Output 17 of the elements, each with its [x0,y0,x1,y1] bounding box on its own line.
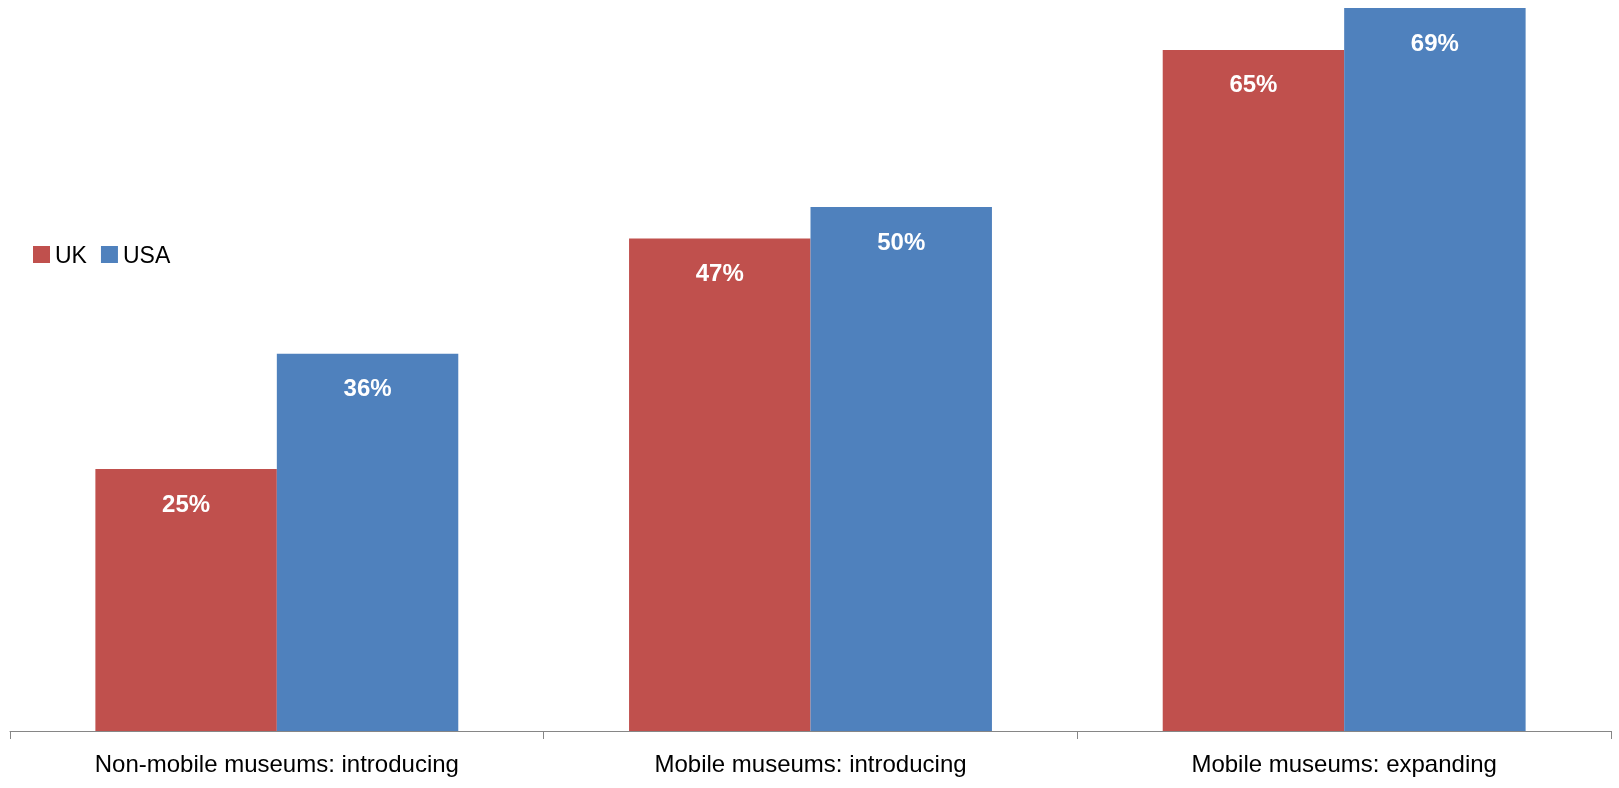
x-tick-label: Mobile museums: expanding [1191,749,1497,777]
bar [276,353,459,731]
bar [810,207,992,731]
data-label: 47% [695,259,744,287]
data-label: 65% [1229,70,1278,98]
data-label: 36% [343,374,392,402]
bar [629,238,811,731]
legend-label: USA [122,241,171,268]
data-label: 50% [877,227,926,255]
x-tick-label: Non-mobile museums: introducing [94,749,459,777]
bar [1162,49,1345,731]
bar [95,469,277,731]
x-tick-label: Mobile museums: introducing [654,749,967,777]
data-label: 25% [162,489,211,517]
legend-label: UK [55,241,88,268]
bar [1344,8,1526,731]
data-label: 69% [1410,28,1459,56]
